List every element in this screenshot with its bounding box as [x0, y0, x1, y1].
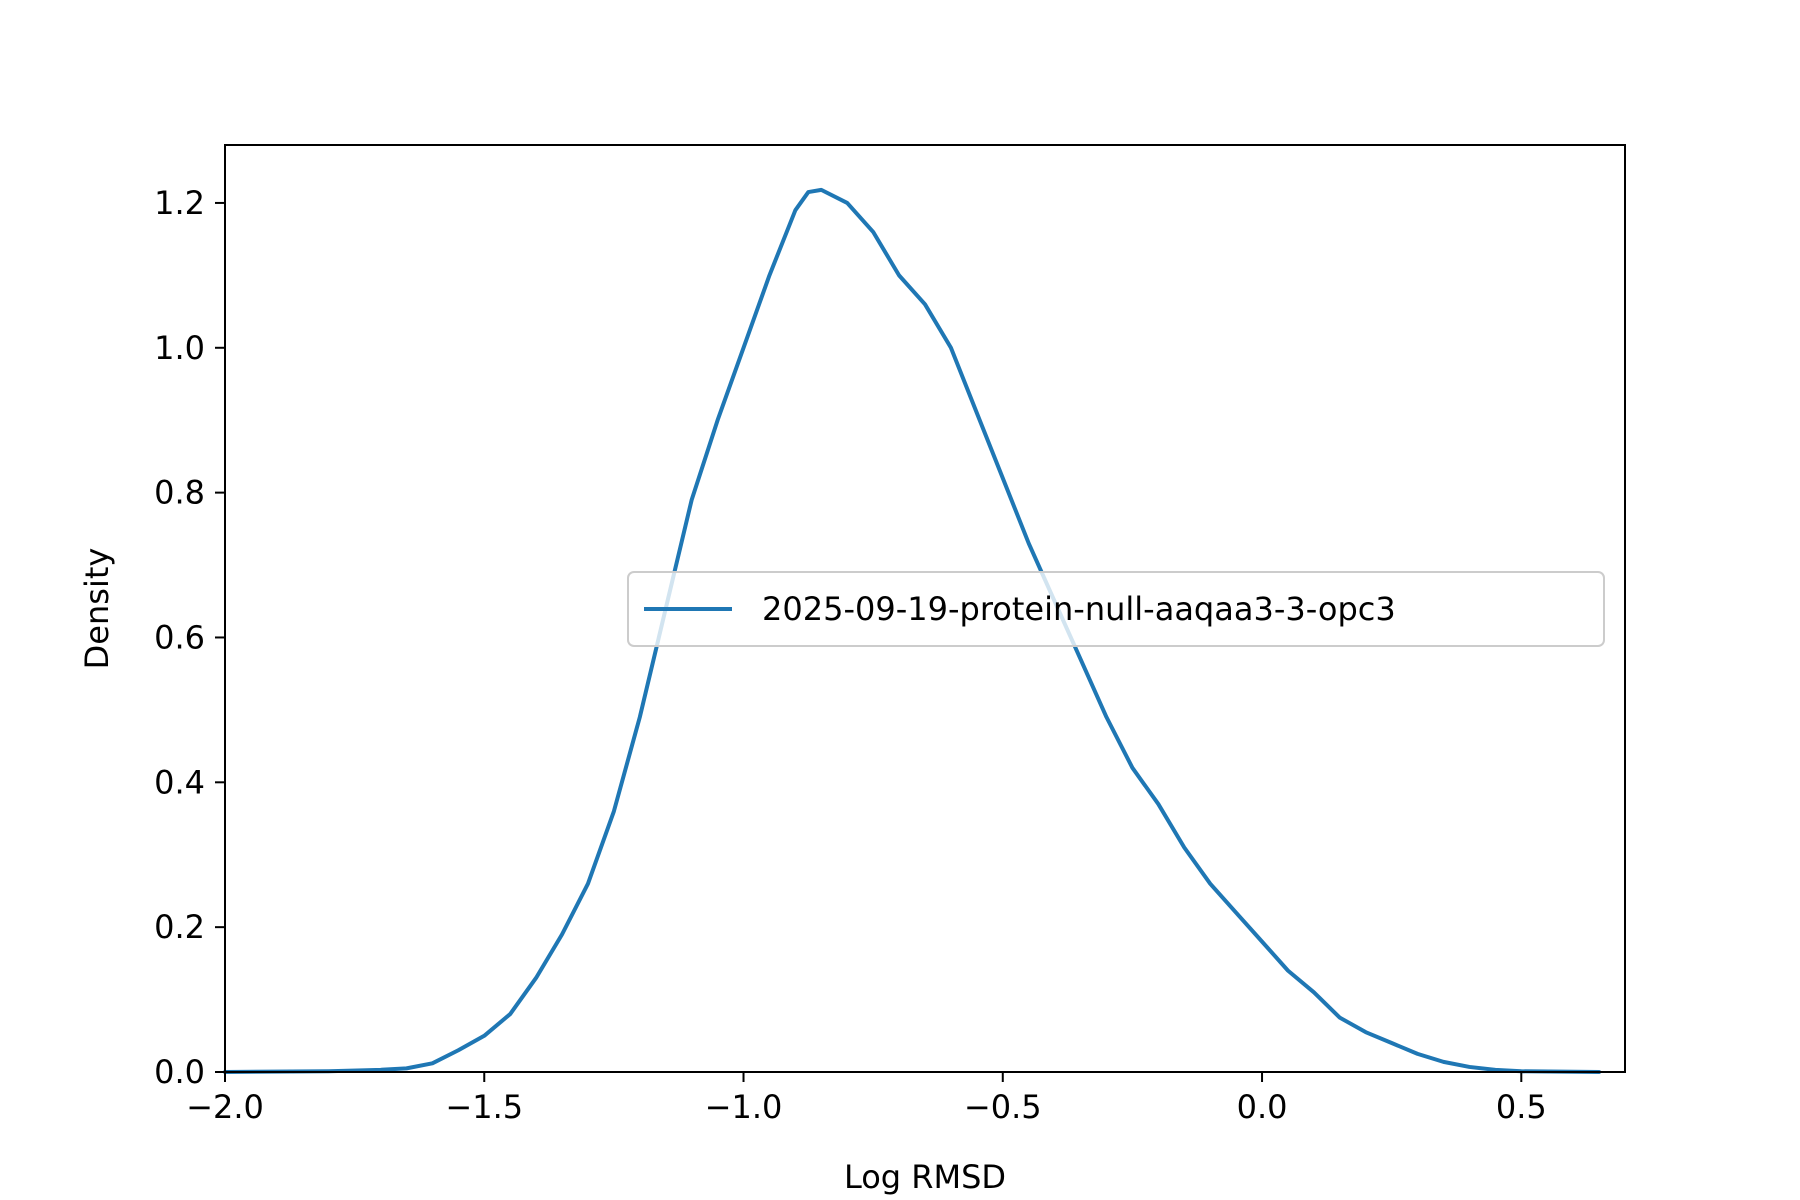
- y-tick-label: 0.4: [154, 763, 205, 801]
- y-axis-label: Density: [78, 548, 116, 670]
- x-tick-label: −0.5: [964, 1088, 1042, 1126]
- x-tick-label: −2.0: [186, 1088, 264, 1126]
- y-tick-label: 0.8: [154, 474, 205, 512]
- x-tick-label: 0.0: [1237, 1088, 1288, 1126]
- x-tick-label: 0.5: [1496, 1088, 1547, 1126]
- axes: −2.0 −1.5 −1.0 −0.5 0.0 0.5 0.0 0.2 0.4 0.6 0.8 1.0…: [154, 144, 1626, 1126]
- y-tick-label: 0.6: [154, 618, 205, 656]
- legend-box: [627, 571, 1605, 647]
- plot-area: [223, 187, 1602, 1074]
- plot-frame: [224, 144, 1626, 1073]
- x-tick-label: −1.5: [445, 1088, 523, 1126]
- x-tick-label: −1.0: [705, 1088, 783, 1126]
- y-tick-label: 1.2: [154, 184, 205, 222]
- legend-label: 2025-09-19-protein-null-aaqaa3-3-opc3: [762, 590, 1396, 628]
- y-tick-label: 1.0: [154, 329, 205, 367]
- y-tick-label: 0.2: [154, 908, 205, 946]
- x-axis-label: Log RMSD: [844, 1158, 1006, 1196]
- y-tick-label: 0.0: [154, 1053, 205, 1091]
- legend: 2025-09-19-protein-null-aaqaa3-3-opc3: [627, 571, 1605, 647]
- series-line-0: [223, 187, 1602, 1074]
